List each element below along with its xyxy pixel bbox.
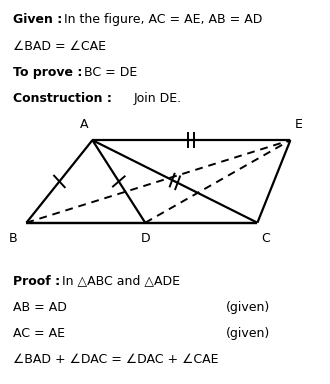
- Text: ∠BAD = ∠CAE: ∠BAD = ∠CAE: [13, 40, 106, 53]
- Text: E: E: [295, 118, 303, 131]
- Text: Join DE.: Join DE.: [134, 92, 182, 105]
- Text: A: A: [80, 118, 88, 131]
- Text: Construction :: Construction :: [13, 92, 116, 105]
- Text: In △ABC and △ADE: In △ABC and △ADE: [62, 275, 180, 288]
- Text: BC = DE: BC = DE: [84, 66, 137, 79]
- Text: B: B: [9, 232, 17, 245]
- Text: Given :: Given :: [13, 13, 67, 26]
- Text: AB = AD: AB = AD: [13, 301, 67, 314]
- Text: Proof :: Proof :: [13, 275, 65, 288]
- Text: ∠BAD + ∠DAC = ∠DAC + ∠CAE: ∠BAD + ∠DAC = ∠DAC + ∠CAE: [13, 353, 219, 366]
- Text: AC = AE: AC = AE: [13, 327, 65, 340]
- Text: In the figure, AC = AE, AB = AD: In the figure, AC = AE, AB = AD: [64, 13, 263, 26]
- Text: To prove :: To prove :: [13, 66, 87, 79]
- Text: D: D: [140, 232, 150, 245]
- Text: (given): (given): [226, 301, 271, 314]
- Text: C: C: [261, 232, 270, 245]
- Text: (given): (given): [226, 327, 271, 340]
